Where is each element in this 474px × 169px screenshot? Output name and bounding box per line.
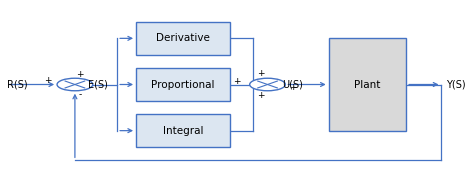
Text: Y(S): Y(S) (446, 79, 465, 90)
Text: R(S): R(S) (7, 79, 27, 90)
FancyBboxPatch shape (328, 38, 406, 131)
FancyBboxPatch shape (136, 22, 230, 55)
Circle shape (57, 78, 93, 91)
FancyBboxPatch shape (136, 68, 230, 101)
Text: +: + (256, 91, 264, 100)
Text: U(S): U(S) (282, 79, 303, 90)
Text: +: + (289, 82, 296, 91)
Text: Integral: Integral (163, 126, 203, 136)
Circle shape (250, 78, 285, 91)
Text: +: + (45, 76, 52, 85)
Text: -: - (79, 90, 82, 99)
Text: +: + (76, 70, 84, 79)
Text: E(S): E(S) (89, 79, 109, 90)
Text: Plant: Plant (354, 79, 381, 90)
Text: Proportional: Proportional (151, 79, 215, 90)
Text: Derivative: Derivative (156, 33, 210, 43)
FancyBboxPatch shape (136, 114, 230, 147)
Text: +: + (256, 69, 264, 78)
Text: +: + (233, 78, 241, 87)
